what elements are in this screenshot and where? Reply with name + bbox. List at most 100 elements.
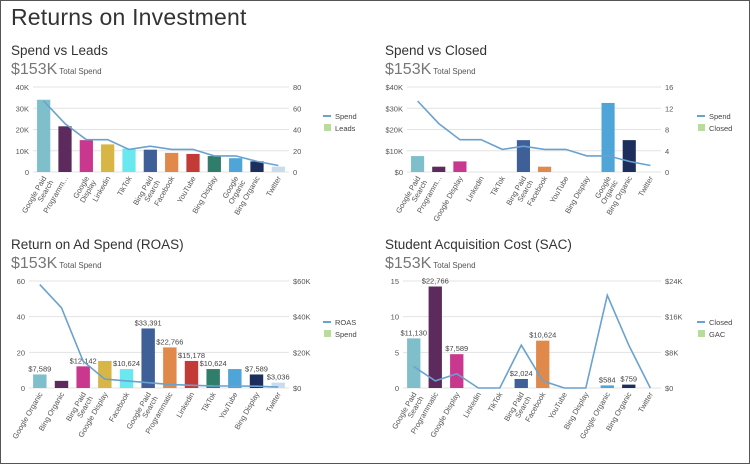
bar-spend <box>271 382 285 388</box>
x-tick-label: YouTube <box>548 175 571 205</box>
x-tick-label: YouTube <box>217 391 240 421</box>
x-tick-label: Linkedin <box>461 391 483 420</box>
bar-leads <box>207 156 221 172</box>
bar-leads <box>143 149 157 172</box>
bar-leads <box>186 153 200 172</box>
bar-spend <box>54 380 69 388</box>
data-label: $7,589 <box>445 344 468 353</box>
total-spend: $153K Total Spend <box>11 61 102 79</box>
x-tick-label-line: Linkedin <box>461 391 483 420</box>
total-spend-value: $153K <box>11 61 58 78</box>
left-tick-label: 40 <box>17 313 25 322</box>
bar-closed <box>622 140 636 172</box>
bar-leads <box>229 158 243 172</box>
legend-swatch-bar <box>324 330 331 337</box>
left-tick-label: 20K <box>16 126 29 135</box>
left-tick-label: $40K <box>385 83 403 92</box>
x-tick-label-line: Linkedin <box>174 391 196 420</box>
left-tick-label: 0 <box>25 168 29 177</box>
bar-spend <box>98 360 112 388</box>
data-label: $3,036 <box>267 373 290 382</box>
left-tick-label: 10 <box>391 313 399 322</box>
x-tick-label: Twitter <box>636 174 655 198</box>
x-tick-label-line: YouTube <box>548 175 571 205</box>
bar-leads <box>250 161 264 172</box>
panel-spend-vs-leads: Spend vs Leads $153K Total Spend 0 10K 20K 3… <box>11 43 381 243</box>
x-tick-label: TikTok <box>115 174 134 197</box>
bar-gac <box>622 384 636 388</box>
panel-spend-vs-closed: Spend vs Closed $153K Total Spend $0 $10K $… <box>385 43 750 243</box>
bar-gac <box>428 286 442 388</box>
right-tick-label: 60 <box>293 104 301 113</box>
left-tick-label: $10K <box>385 147 403 156</box>
panel-title: Return on Ad Spend (ROAS) <box>11 237 184 252</box>
panel-roas: Return on Ad Spend (ROAS) $153K Total Spe… <box>11 237 381 440</box>
right-tick-label: $24K <box>665 277 683 286</box>
x-tick-label-line: YouTube <box>217 391 240 421</box>
right-tick-label: 16 <box>665 83 673 92</box>
x-tick-label: Twitter <box>264 390 283 414</box>
total-spend: $153K Total Spend <box>11 255 102 273</box>
x-tick-label-line: Twitter <box>636 390 655 414</box>
left-tick-label: 30K <box>16 104 29 113</box>
total-spend-value: $153K <box>11 255 58 272</box>
legend-label: Spend <box>335 112 357 121</box>
bar-closed <box>601 102 615 172</box>
bar-spend <box>163 347 177 388</box>
total-spend: $153K Total Spend <box>385 255 476 273</box>
total-spend-label: Total Spend <box>433 261 476 270</box>
legend-label: GAC <box>709 330 726 339</box>
x-tick-label-line: Twitter <box>264 174 283 198</box>
data-label: $11,130 <box>400 328 427 337</box>
panel-title: Student Acquisition Cost (SAC) <box>385 237 572 252</box>
bar-closed <box>453 161 467 172</box>
left-tick-label: 40K <box>16 83 29 92</box>
panel-sac: Student Acquisition Cost (SAC) $153K Tota… <box>385 237 750 440</box>
x-tick-label: TikTok <box>486 390 505 413</box>
right-tick-label: $0 <box>293 384 301 393</box>
bar-closed <box>411 156 425 172</box>
total-spend-value: $153K <box>385 61 432 78</box>
legend-label: Spend <box>709 112 731 121</box>
total-spend-label: Total Spend <box>433 67 476 76</box>
x-tick-label: Google Organic <box>11 390 45 440</box>
bar-leads <box>165 152 179 172</box>
bar-spend <box>184 360 199 388</box>
bar-closed <box>432 166 446 172</box>
x-tick-label-line: Twitter <box>264 390 283 414</box>
left-tick-label: 60 <box>17 277 25 286</box>
left-tick-label: 20 <box>17 348 25 357</box>
legend-label: Spend <box>335 330 357 339</box>
right-tick-label: $60K <box>293 277 311 286</box>
x-tick-label: Facebook <box>107 390 131 423</box>
bar-gac <box>407 338 421 388</box>
bar-leads <box>271 166 285 172</box>
bar-spend <box>249 374 264 388</box>
legend-label: Closed <box>709 124 732 133</box>
left-tick-label: 0 <box>395 384 399 393</box>
right-tick-label: $40K <box>293 313 311 322</box>
bar-spend <box>33 374 47 388</box>
x-tick-label: YouTube <box>175 175 198 205</box>
x-tick-label-line: TikTok <box>486 390 505 413</box>
bar-gac <box>514 378 528 388</box>
left-tick-label: $20K <box>385 126 403 135</box>
data-label: $15,178 <box>178 351 205 360</box>
x-tick-label: Twitter <box>636 390 655 414</box>
right-tick-label: 4 <box>665 147 669 156</box>
bar-spend <box>228 369 242 388</box>
x-tick-label: TikTok <box>488 174 507 197</box>
data-label: $2,024 <box>510 369 533 378</box>
x-tick-label-line: Facebook <box>107 390 131 423</box>
x-tick-label-line: TikTok <box>488 174 507 197</box>
data-label: $759 <box>620 375 637 384</box>
data-label: $22,766 <box>422 277 449 286</box>
bar-spend <box>119 369 134 388</box>
x-tick-label-line: TikTok <box>115 174 134 197</box>
left-tick-label: 0 <box>21 384 25 393</box>
data-label: $10,624 <box>113 359 140 368</box>
bar-leads <box>122 148 136 172</box>
